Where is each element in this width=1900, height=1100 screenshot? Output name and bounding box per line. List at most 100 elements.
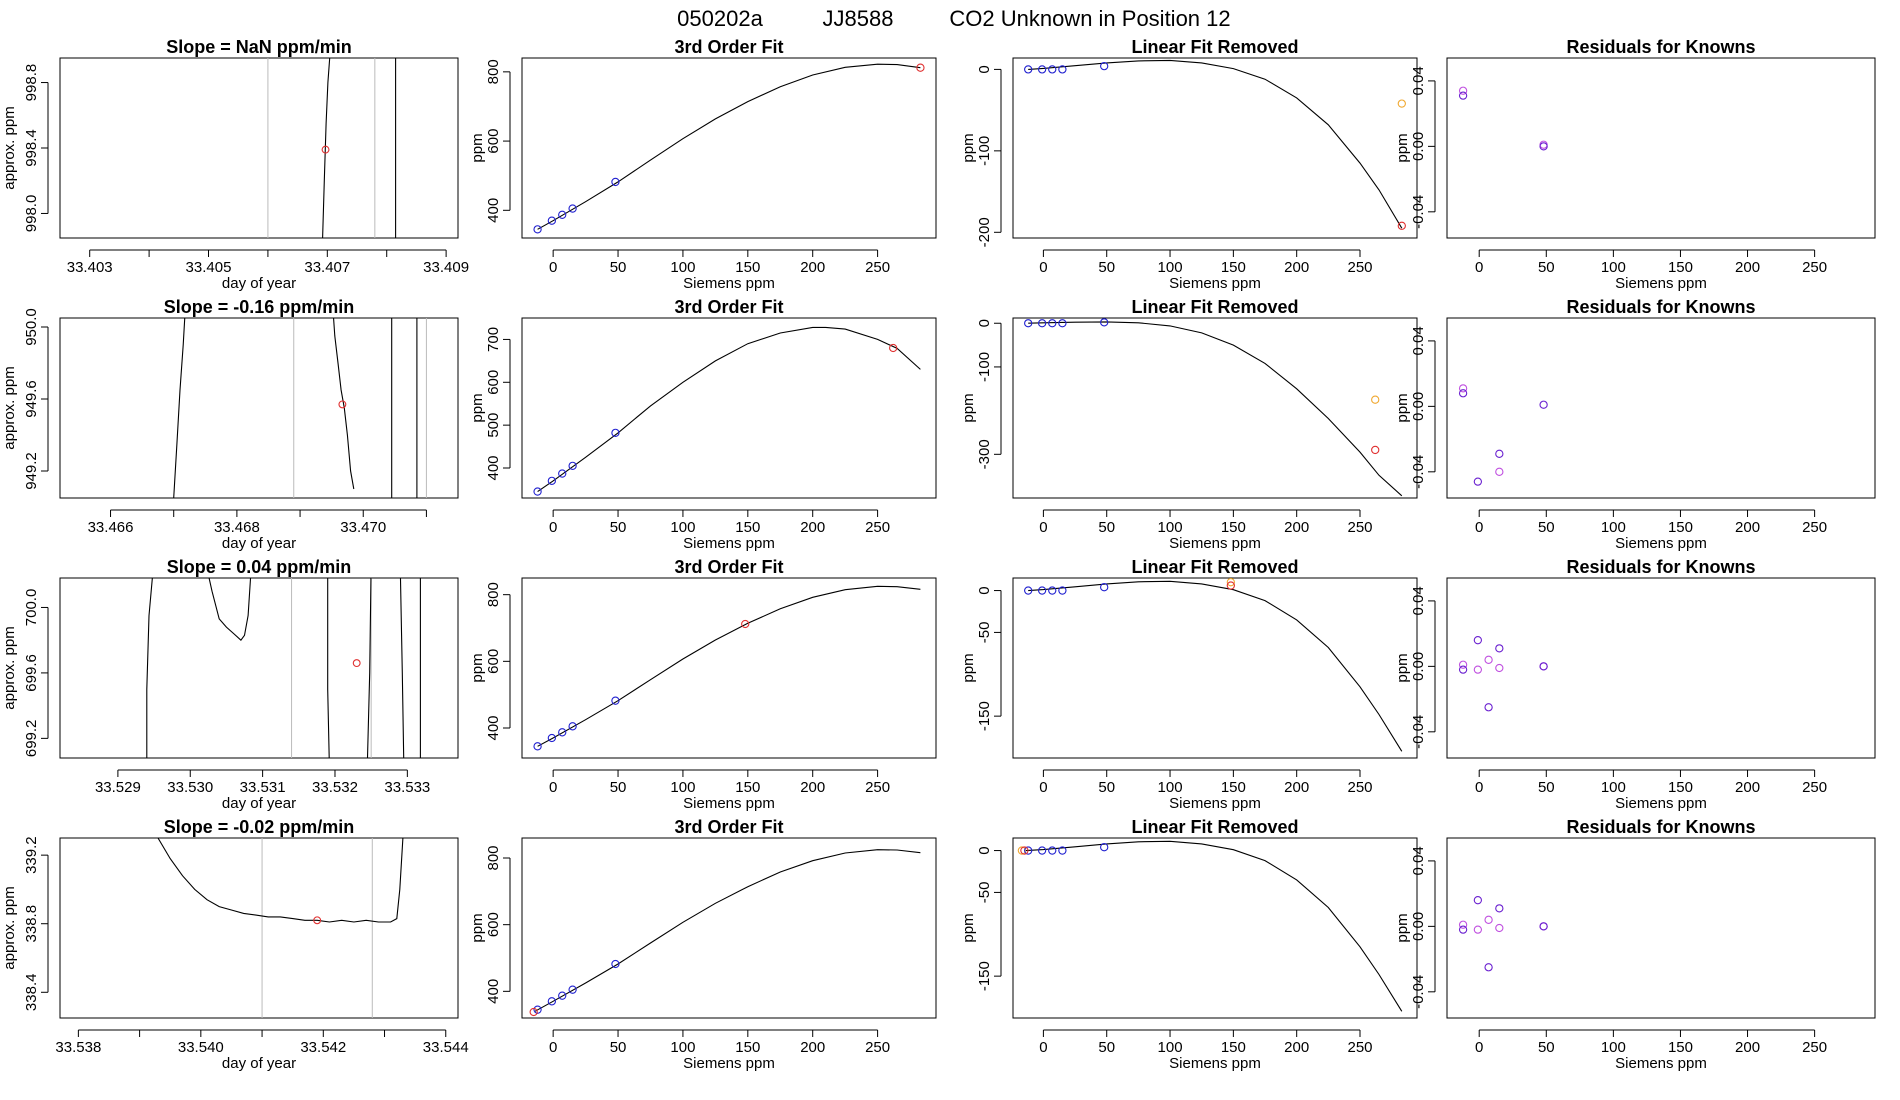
plot-frame [1012, 837, 1418, 1019]
x-axis-label: Siemens ppm [1615, 275, 1707, 292]
known-standard-point [1037, 65, 1047, 74]
x-tick-label: 50 [610, 259, 627, 276]
known-standard-point [1100, 583, 1109, 592]
fit-curve [537, 585, 921, 747]
plot-area [529, 849, 921, 1017]
fit-curve [537, 63, 921, 230]
x-tick-label: 33.466 [88, 519, 134, 536]
sample-point [313, 916, 322, 925]
x-tick-label: 33.468 [214, 519, 260, 536]
residual-point-violet [1458, 86, 1468, 95]
y-tick-label: 800 [485, 582, 502, 607]
panel-res-r2c2: Linear Fit Removed 0 50 100 150 200 250 Siemens… [960, 557, 1418, 812]
x-tick-label: 33.533 [384, 779, 430, 796]
x-tick-label: 250 [865, 1039, 890, 1056]
panel-title: 3rd Order Fit [674, 297, 783, 317]
known-standard-point [547, 476, 556, 486]
sample-point [338, 400, 347, 409]
panel-title: 3rd Order Fit [674, 37, 783, 57]
x-tick-label: 250 [1802, 1039, 1827, 1056]
x-tick-label: 33.530 [167, 779, 213, 796]
residual-point-purple [1495, 644, 1504, 653]
plot-frame [59, 317, 459, 499]
y-tick-label: 998.8 [23, 64, 40, 102]
x-tick-label: 250 [1347, 1039, 1372, 1056]
fit-curve [534, 849, 921, 1012]
panel-fit-r1c1: 3rd Order Fit 0 50 100 150 200 250 Siemens ppm 4… [469, 297, 937, 552]
x-tick-label: 100 [670, 779, 695, 796]
residual-point-violet [1495, 467, 1504, 476]
plot-area [1024, 59, 1406, 230]
x-tick-label: 200 [800, 259, 825, 276]
x-tick-label: 200 [1284, 519, 1309, 536]
plot-area [1024, 318, 1403, 497]
x-axis-label: day of year [222, 795, 296, 812]
known-standard-point [1037, 586, 1047, 595]
panel-resid-r3c3: Residuals for Knowns 0 50 100 150 200 250 Sieme… [1394, 817, 1876, 1072]
x-tick-label: 150 [1221, 519, 1246, 536]
y-tick-label: -150 [976, 701, 993, 731]
known-standard-point [1100, 843, 1109, 852]
plot-frame [1446, 57, 1876, 239]
x-tick-label: 0 [1039, 1039, 1047, 1056]
panel-ts-r1c0: Slope = -0.16 ppm/min 33.466 33.468 33.470 d… [1, 297, 459, 552]
series-line [366, 578, 372, 758]
y-axis-label: ppm [469, 913, 486, 942]
known-standard-point [1100, 318, 1109, 327]
plot-area [146, 578, 421, 758]
x-tick-label: 50 [1098, 259, 1115, 276]
x-tick-label: 200 [1735, 1039, 1760, 1056]
y-tick-label: 600 [485, 370, 502, 395]
figure-title-tank: JJ8588 [823, 6, 894, 31]
x-tick-label: 250 [865, 519, 890, 536]
residual-point-purple [1458, 389, 1468, 398]
y-axis-label: ppm [469, 133, 486, 162]
unknown-sample-point [916, 63, 925, 72]
y-tick-label: 0.04 [1410, 66, 1427, 95]
x-tick-label: 33.405 [186, 259, 232, 276]
y-tick-label: 700 [485, 327, 502, 352]
panel-title: Slope = 0.04 ppm/min [167, 557, 352, 577]
series-line [399, 578, 405, 758]
known-standard-point [533, 487, 542, 496]
x-tick-label: 33.538 [55, 1039, 101, 1056]
x-tick-label: 200 [800, 1039, 825, 1056]
x-tick-label: 150 [1221, 779, 1246, 796]
y-tick-label: 0.04 [1410, 326, 1427, 355]
y-tick-label: -300 [976, 439, 993, 469]
plot-area [533, 585, 921, 751]
x-tick-label: 50 [1098, 1039, 1115, 1056]
x-tick-label: 200 [1284, 259, 1309, 276]
unknown-sample-point [1371, 445, 1380, 455]
sample-point [352, 659, 361, 668]
plot-frame [521, 577, 937, 759]
known-standard-point [558, 210, 567, 219]
panel-resid-r1c3: Residuals for Knowns 0 50 100 150 200 250 Sieme… [1394, 297, 1876, 552]
x-tick-label: 0 [1475, 1039, 1483, 1056]
x-axis-label: day of year [222, 1055, 296, 1072]
series-line [322, 58, 331, 238]
y-tick-label: 0.00 [1410, 912, 1427, 941]
x-tick-label: 50 [1538, 1039, 1555, 1056]
unknown-sample-point [529, 1007, 538, 1017]
residual-point-violet [1495, 663, 1504, 673]
x-tick-label: 100 [1158, 779, 1183, 796]
series-line [173, 318, 186, 498]
y-axis-label: ppm [960, 393, 977, 422]
unknown-raw-point [1226, 578, 1235, 587]
y-tick-label: 699.2 [23, 720, 40, 758]
y-tick-label: 0.04 [1410, 846, 1427, 875]
residual-point-violet [1495, 923, 1504, 933]
known-standard-point [611, 428, 620, 438]
y-tick-label: -0.04 [1410, 455, 1427, 489]
y-tick-label: 500 [485, 413, 502, 438]
known-standard-point [558, 469, 567, 478]
plot-area [1458, 896, 1548, 972]
y-tick-label: 700.0 [23, 589, 40, 627]
unknown-sample-point [741, 619, 750, 629]
residual-point-purple [1473, 477, 1483, 486]
x-tick-label: 250 [1347, 519, 1372, 536]
panel-resid-r0c3: Residuals for Knowns 0 50 100 150 200 250 Sieme… [1394, 37, 1876, 292]
